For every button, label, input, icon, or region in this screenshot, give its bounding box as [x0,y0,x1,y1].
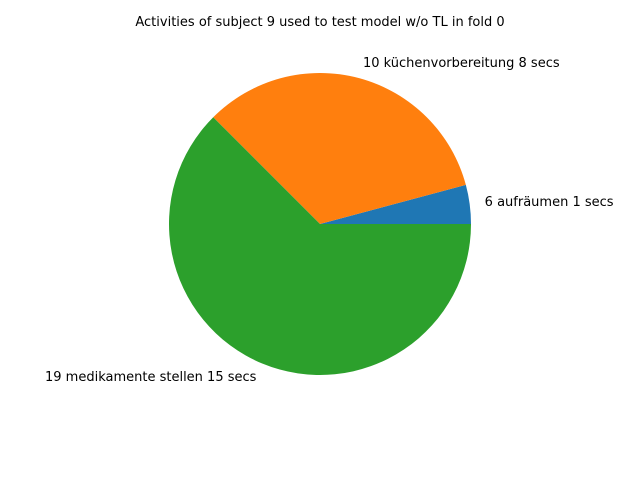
pie-slice-2 [168,117,471,376]
pie-slice-label-2: 19 medikamente stellen 15 secs [45,370,257,385]
pie-slice-0 [320,184,471,224]
pie-slice-1 [213,72,466,224]
pie-slice-label-1: 10 küchenvorbereitung 8 secs [363,56,560,71]
pie-labels: 6 aufräumen 1 secs 10 küchenvorbereitung … [45,56,614,385]
pie-slices [168,72,471,376]
chart-title: Activities of subject 9 used to test mod… [135,15,504,30]
pie-slice-label-0: 6 aufräumen 1 secs [485,195,614,210]
